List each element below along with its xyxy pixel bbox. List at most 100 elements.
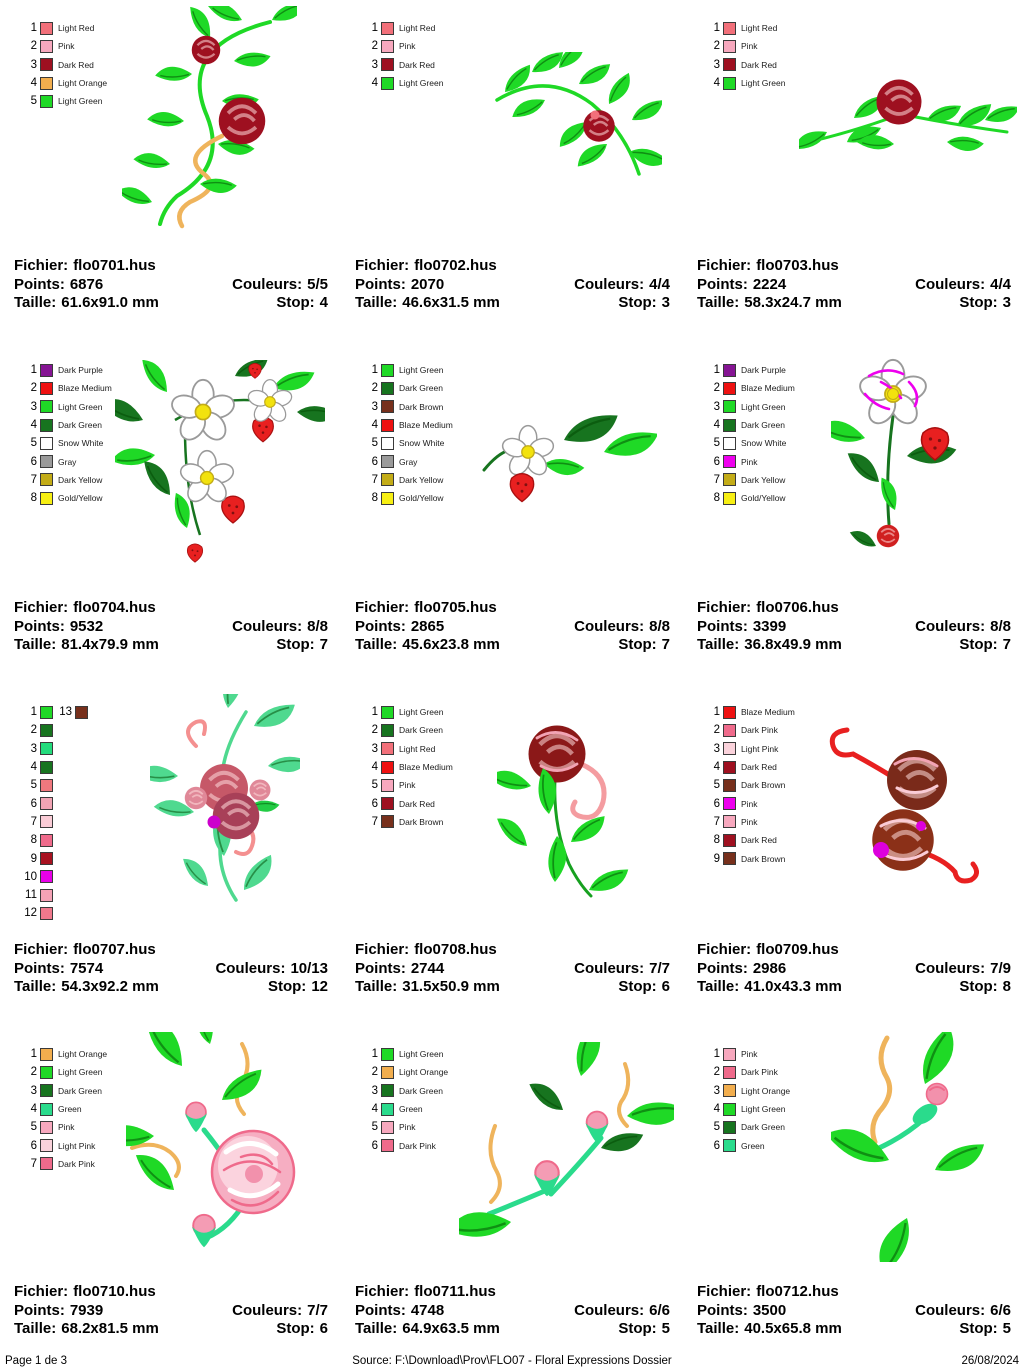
design-cell: 1 Dark Purple 2 Blaze Medium 3 Light Green 4 Da… (0, 342, 341, 684)
color-legend: 1 Dark Purple 2 Blaze Medium 3 Light Green 4 Da… (18, 361, 112, 507)
legend-entry: 4 Dark Green (701, 416, 795, 434)
colors-value: Couleurs: 8/8 (915, 617, 1011, 635)
legend-color-label: Dark Green (741, 420, 785, 431)
file-name: Fichier: flo0701.hus (14, 257, 156, 274)
legend-number: 5 (713, 1121, 720, 1134)
color-legend: 1 Pink 2 Dark Pink 3 Light Orange 4 Light Green… (701, 1045, 790, 1155)
size-value: Taille: 54.3x92.2 mm (14, 978, 159, 995)
legend-entry: 7 Dark Pink (18, 1155, 107, 1173)
flower-artwork (497, 706, 632, 898)
legend-color-swatch (723, 491, 736, 505)
legend-number: 3 (713, 58, 720, 71)
legend-color-label: Dark Pink (399, 1140, 436, 1151)
legend-color-swatch (723, 778, 736, 792)
legend-entry: 9 (18, 849, 88, 867)
legend-color-swatch (381, 797, 394, 811)
design-stats: Fichier: flo0712.hus Points: 3500 Couleurs:… (697, 1283, 1011, 1339)
legend-color-label: Pink (741, 798, 758, 809)
design-cell: 1 Light Green 2 Light Orange 3 Dark Green 4 Gre… (341, 1026, 683, 1368)
legend-color-swatch (723, 833, 736, 847)
legend-color-swatch (723, 58, 736, 72)
design-stats: Fichier: flo0711.hus Points: 4748 Couleurs:… (355, 1283, 670, 1339)
legend-color-label: Light Red (399, 23, 436, 34)
legend-color-swatch (723, 381, 736, 395)
legend-entry: 12 (18, 904, 88, 922)
legend-color-label: Light Green (399, 365, 444, 376)
design-stats: Fichier: flo0703.hus Points: 2224 Couleurs:… (697, 257, 1011, 313)
legend-color-label: Pink (58, 1122, 75, 1133)
legend-color-label: Dark Green (399, 725, 443, 736)
legend-color-swatch (723, 1102, 736, 1116)
stop-value: Stop: 6 (276, 1320, 328, 1337)
legend-entry: 2 Pink (18, 37, 107, 55)
legend-color-label: Dark Brown (399, 401, 444, 412)
legend-color-label: Dark Purple (741, 365, 786, 376)
legend-number: 9 (713, 852, 720, 865)
legend-color-swatch (723, 21, 736, 35)
legend-color-swatch (40, 381, 53, 395)
flower-artwork (122, 6, 297, 229)
legend-number: 5 (30, 1121, 37, 1134)
legend-number: 1 (713, 706, 720, 719)
legend-color-label: Pink (741, 41, 758, 52)
legend-color-label: Light Red (58, 23, 95, 34)
stop-value: Stop: 4 (276, 294, 328, 311)
flower-artwork (115, 360, 325, 563)
legend-color-label: Blaze Medium (58, 383, 112, 394)
stop-value: Stop: 3 (618, 294, 670, 311)
color-legend: 1 Light Green 2 Dark Green 3 Light Red 4 Blaze … (359, 703, 453, 831)
legend-color-swatch (381, 1084, 394, 1098)
legend-color-swatch (723, 400, 736, 414)
legend-color-swatch (381, 21, 394, 35)
legend-color-swatch (40, 870, 53, 884)
design-stats: Fichier: flo0705.hus Points: 2865 Couleurs:… (355, 599, 670, 655)
design-stats: Fichier: flo0709.hus Points: 2986 Couleurs:… (697, 941, 1011, 997)
legend-number: 5 (30, 779, 37, 792)
legend-number: 3 (713, 400, 720, 413)
legend-number: 3 (371, 1084, 378, 1097)
size-value: Taille: 58.3x24.7 mm (697, 294, 842, 311)
legend-entry: 1 Pink (701, 1045, 790, 1063)
file-name: Fichier: flo0709.hus (697, 941, 839, 958)
points-value: Points: 2986 (697, 959, 787, 977)
flower-artwork (150, 694, 300, 902)
legend-color-swatch (381, 723, 394, 737)
legend-entry: 5 Snow White (18, 434, 112, 452)
legend-color-label: Light Green (741, 401, 786, 412)
legend-color-label: Dark Brown (741, 853, 786, 864)
legend-entry: 8 Dark Red (701, 831, 795, 849)
legend-color-swatch (381, 815, 394, 829)
legend-entry: 7 Dark Yellow (701, 471, 795, 489)
legend-entry: 3 Dark Green (18, 1082, 107, 1100)
legend-number: 4 (371, 77, 378, 90)
points-value: Points: 2224 (697, 275, 787, 293)
flower-artwork (126, 1032, 296, 1249)
stop-value: Stop: 7 (276, 636, 328, 653)
legend-color-label: Light Red (399, 743, 436, 754)
file-name: Fichier: flo0702.hus (355, 257, 497, 274)
legend-color-label: Dark Red (399, 798, 435, 809)
legend-entry: 6 Gray (359, 452, 453, 470)
legend-color-swatch (723, 1084, 736, 1098)
legend-color-label: Blaze Medium (741, 383, 795, 394)
legend-color-label: Dark Purple (58, 365, 103, 376)
legend-entry: 5 Snow White (701, 434, 795, 452)
legend-number: 4 (713, 1103, 720, 1116)
legend-number: 2 (30, 382, 37, 395)
colors-value: Couleurs: 7/7 (574, 959, 670, 977)
legend-number: 2 (30, 40, 37, 53)
legend-number: 6 (371, 455, 378, 468)
legend-number: 1 (30, 1048, 37, 1061)
legend-number: 5 (713, 779, 720, 792)
legend-entry: 6 Dark Red (359, 794, 453, 812)
legend-color-swatch (381, 705, 394, 719)
legend-entry: 4 Light Green (701, 1100, 790, 1118)
legend-color-swatch (723, 1120, 736, 1134)
legend-number: 7 (30, 1157, 37, 1170)
legend-entry: 1 Light Green (359, 361, 453, 379)
colors-value: Couleurs: 7/9 (915, 959, 1011, 977)
legend-color-swatch (75, 705, 88, 719)
color-legend: 1 Light Green 2 Light Orange 3 Dark Green 4 Gre… (359, 1045, 448, 1155)
